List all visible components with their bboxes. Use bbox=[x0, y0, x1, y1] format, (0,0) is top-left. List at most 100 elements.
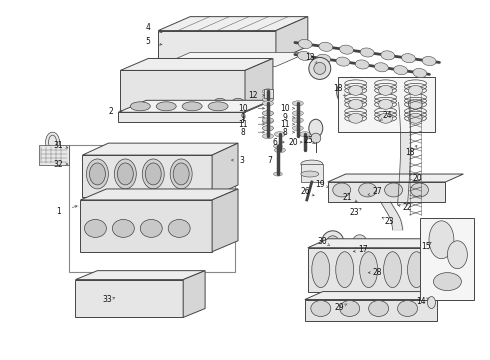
Polygon shape bbox=[80, 189, 238, 200]
Ellipse shape bbox=[447, 241, 467, 269]
Ellipse shape bbox=[349, 113, 363, 123]
Text: 31: 31 bbox=[54, 141, 63, 150]
Polygon shape bbox=[158, 31, 276, 60]
Bar bbox=[338, 77, 436, 132]
Ellipse shape bbox=[140, 220, 162, 237]
Polygon shape bbox=[328, 182, 445, 202]
Ellipse shape bbox=[182, 102, 202, 111]
Polygon shape bbox=[328, 174, 464, 182]
Ellipse shape bbox=[263, 111, 273, 116]
Polygon shape bbox=[82, 143, 238, 155]
Ellipse shape bbox=[336, 57, 350, 66]
Ellipse shape bbox=[379, 113, 392, 123]
Ellipse shape bbox=[401, 54, 416, 63]
Ellipse shape bbox=[263, 126, 273, 131]
Ellipse shape bbox=[299, 132, 310, 137]
Ellipse shape bbox=[381, 51, 395, 60]
Ellipse shape bbox=[422, 57, 436, 66]
Ellipse shape bbox=[173, 163, 189, 185]
Text: 20: 20 bbox=[288, 138, 298, 147]
Polygon shape bbox=[183, 271, 205, 318]
Ellipse shape bbox=[349, 99, 363, 109]
Bar bbox=[264, 89, 273, 98]
Ellipse shape bbox=[214, 98, 226, 106]
Text: 33: 33 bbox=[102, 295, 112, 304]
Ellipse shape bbox=[397, 301, 417, 316]
Polygon shape bbox=[82, 155, 212, 197]
Ellipse shape bbox=[409, 99, 422, 109]
Ellipse shape bbox=[293, 118, 303, 123]
Ellipse shape bbox=[168, 220, 190, 237]
Bar bbox=[419, 218, 474, 300]
Text: 25: 25 bbox=[303, 136, 313, 145]
Text: 8: 8 bbox=[283, 128, 287, 137]
Ellipse shape bbox=[333, 183, 351, 197]
Ellipse shape bbox=[274, 132, 285, 137]
Ellipse shape bbox=[90, 163, 105, 185]
Polygon shape bbox=[75, 271, 205, 280]
Text: 24: 24 bbox=[383, 111, 392, 120]
Ellipse shape bbox=[372, 243, 383, 253]
Polygon shape bbox=[121, 58, 273, 71]
Ellipse shape bbox=[293, 111, 303, 116]
Text: 18: 18 bbox=[333, 84, 343, 93]
Ellipse shape bbox=[263, 119, 273, 124]
Text: 9: 9 bbox=[241, 113, 245, 122]
Polygon shape bbox=[121, 71, 245, 112]
Ellipse shape bbox=[309, 58, 331, 80]
Ellipse shape bbox=[297, 51, 312, 60]
Ellipse shape bbox=[309, 119, 323, 137]
Text: 21: 21 bbox=[343, 193, 352, 202]
Text: 20: 20 bbox=[413, 174, 422, 183]
Ellipse shape bbox=[348, 88, 356, 96]
Polygon shape bbox=[305, 300, 438, 321]
Text: 19: 19 bbox=[315, 180, 324, 189]
Polygon shape bbox=[212, 143, 238, 197]
Ellipse shape bbox=[393, 66, 408, 75]
Text: 15: 15 bbox=[422, 242, 431, 251]
Ellipse shape bbox=[263, 118, 273, 123]
Ellipse shape bbox=[330, 239, 335, 244]
Text: 2: 2 bbox=[108, 107, 113, 116]
Ellipse shape bbox=[301, 171, 319, 177]
Ellipse shape bbox=[411, 183, 428, 197]
Polygon shape bbox=[308, 239, 457, 248]
Ellipse shape bbox=[263, 126, 273, 131]
Polygon shape bbox=[158, 17, 308, 31]
Ellipse shape bbox=[232, 98, 244, 106]
Ellipse shape bbox=[336, 252, 354, 288]
Ellipse shape bbox=[142, 159, 164, 189]
Ellipse shape bbox=[274, 148, 285, 153]
Ellipse shape bbox=[114, 159, 136, 189]
Ellipse shape bbox=[374, 63, 389, 72]
Ellipse shape bbox=[340, 45, 353, 54]
Ellipse shape bbox=[312, 252, 330, 288]
Text: 10: 10 bbox=[238, 104, 248, 113]
Ellipse shape bbox=[427, 297, 436, 309]
Ellipse shape bbox=[408, 252, 425, 288]
Polygon shape bbox=[438, 239, 457, 292]
Ellipse shape bbox=[298, 39, 312, 49]
Ellipse shape bbox=[84, 220, 106, 237]
Polygon shape bbox=[75, 280, 183, 318]
Ellipse shape bbox=[263, 111, 273, 116]
Ellipse shape bbox=[360, 252, 378, 288]
Text: 23: 23 bbox=[350, 208, 360, 217]
Ellipse shape bbox=[263, 134, 273, 139]
Ellipse shape bbox=[145, 163, 161, 185]
Ellipse shape bbox=[360, 48, 374, 57]
Polygon shape bbox=[80, 200, 212, 252]
Ellipse shape bbox=[322, 231, 343, 253]
Polygon shape bbox=[308, 248, 438, 292]
Ellipse shape bbox=[434, 273, 462, 291]
Text: 11: 11 bbox=[280, 120, 290, 129]
Text: 8: 8 bbox=[241, 128, 245, 137]
Ellipse shape bbox=[263, 101, 273, 106]
Ellipse shape bbox=[368, 301, 389, 316]
Text: 28: 28 bbox=[373, 268, 382, 277]
Ellipse shape bbox=[384, 252, 401, 288]
Ellipse shape bbox=[118, 163, 133, 185]
Ellipse shape bbox=[208, 102, 228, 111]
Ellipse shape bbox=[413, 68, 427, 77]
Polygon shape bbox=[212, 189, 238, 252]
